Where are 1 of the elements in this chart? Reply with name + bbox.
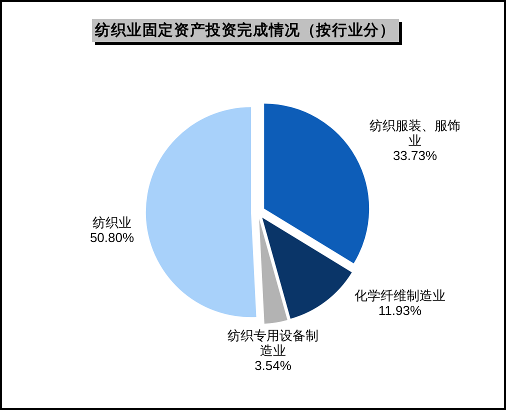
title: 纺织业固定资产投资完成情况（按行业分） <box>92 19 400 42</box>
